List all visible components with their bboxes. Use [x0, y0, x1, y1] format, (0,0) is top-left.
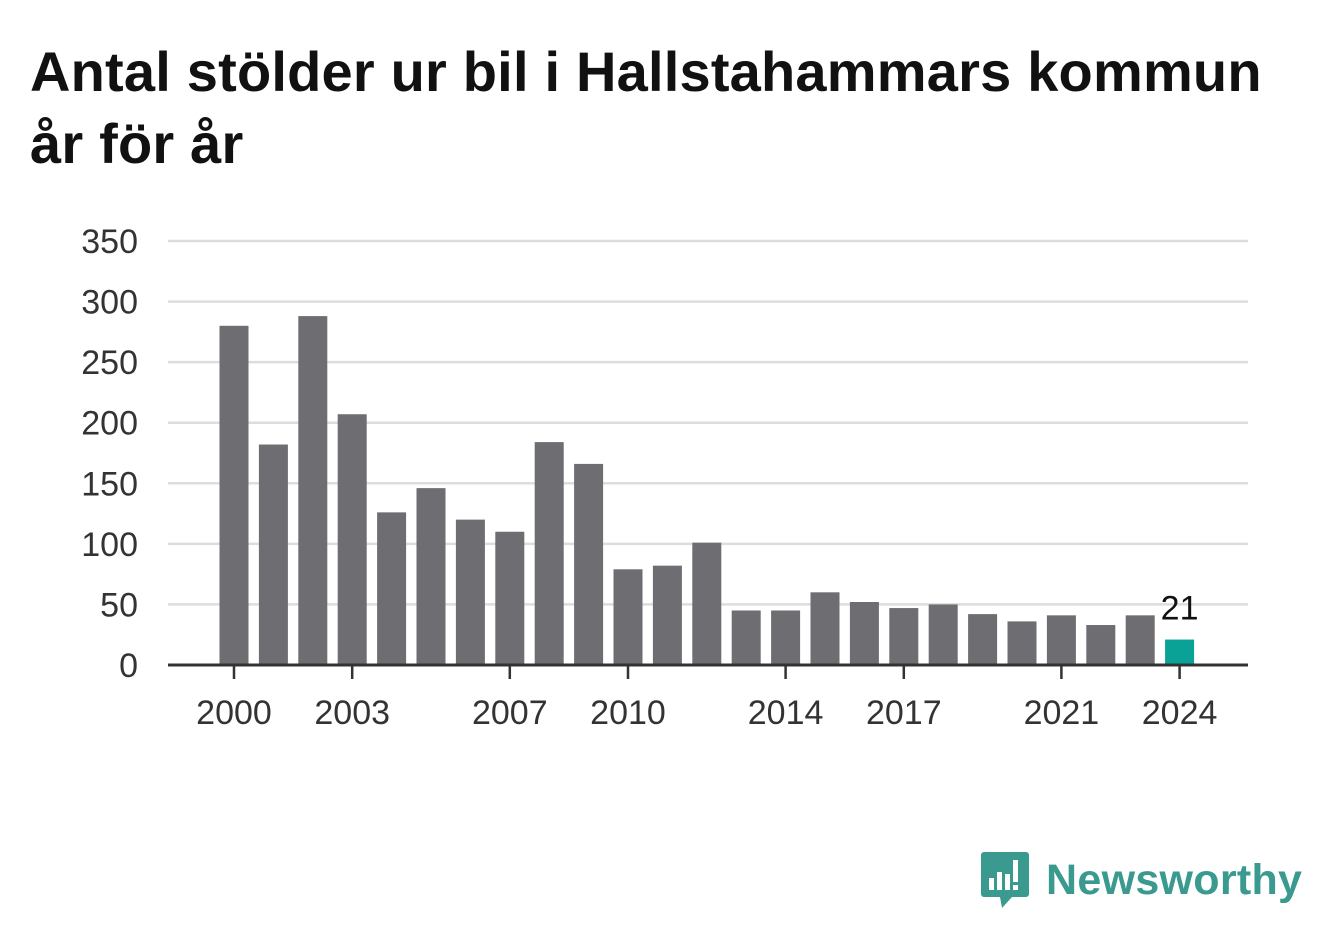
bar-2011 — [652, 565, 682, 665]
bar-2001 — [258, 444, 288, 665]
bar-2007 — [495, 531, 525, 665]
newsworthy-logo: Newsworthy — [980, 850, 1302, 910]
newsworthy-logo-icon — [981, 852, 1029, 908]
bar-2022 — [1086, 625, 1116, 665]
x-tick-label: 2024 — [1142, 694, 1218, 732]
bar-2006 — [455, 519, 485, 665]
bar-2020 — [1007, 621, 1037, 665]
data-labels: 21 — [1161, 590, 1199, 628]
data-label: 21 — [1161, 590, 1199, 628]
bar-2010 — [613, 569, 643, 665]
bar-2013 — [731, 610, 761, 665]
bar-2023 — [1125, 615, 1155, 665]
x-tick-label: 2000 — [196, 694, 272, 732]
bar-2018 — [928, 604, 958, 665]
bar-2009 — [574, 463, 604, 665]
chart-title: Antal stölder ur bil i Hallstahammars ko… — [30, 40, 1262, 175]
bar-2008 — [534, 442, 564, 665]
y-tick-label: 150 — [81, 465, 138, 503]
x-tick-label: 2021 — [1024, 694, 1100, 732]
y-tick-label: 50 — [100, 586, 138, 624]
bar-2012 — [692, 542, 722, 665]
bar-2003 — [337, 414, 367, 665]
y-tick-label: 300 — [81, 284, 138, 322]
bar-2017 — [889, 608, 919, 665]
bar-2021 — [1046, 615, 1076, 665]
bar-2016 — [849, 602, 879, 665]
bar-2019 — [968, 614, 998, 665]
bar-2014 — [771, 610, 801, 665]
x-axis-ticks: 2000 2003 2007 2010 2014 2017 2021 2024 — [196, 665, 1217, 732]
x-tick-label: 2017 — [866, 694, 942, 732]
bars — [219, 316, 1195, 665]
x-tick-label: 2014 — [748, 694, 824, 732]
bar-2024 — [1165, 639, 1195, 665]
brand-name: Newsworthy — [1046, 855, 1303, 904]
bar-2004 — [377, 512, 407, 665]
x-tick-label: 2007 — [472, 694, 548, 732]
y-tick-label: 350 — [81, 223, 138, 261]
x-tick-label: 2010 — [590, 694, 666, 732]
bar-2015 — [810, 592, 840, 665]
bar-2005 — [416, 488, 446, 665]
y-tick-label: 200 — [81, 405, 138, 443]
y-tick-label: 100 — [81, 526, 138, 564]
x-tick-label: 2003 — [314, 694, 390, 732]
y-tick-label: 0 — [119, 647, 138, 685]
y-tick-label: 250 — [81, 344, 138, 382]
bar-2000 — [219, 325, 249, 665]
bar-2002 — [298, 316, 328, 665]
y-axis-ticks: 0 50 100 150 200 250 300 350 — [81, 223, 138, 685]
